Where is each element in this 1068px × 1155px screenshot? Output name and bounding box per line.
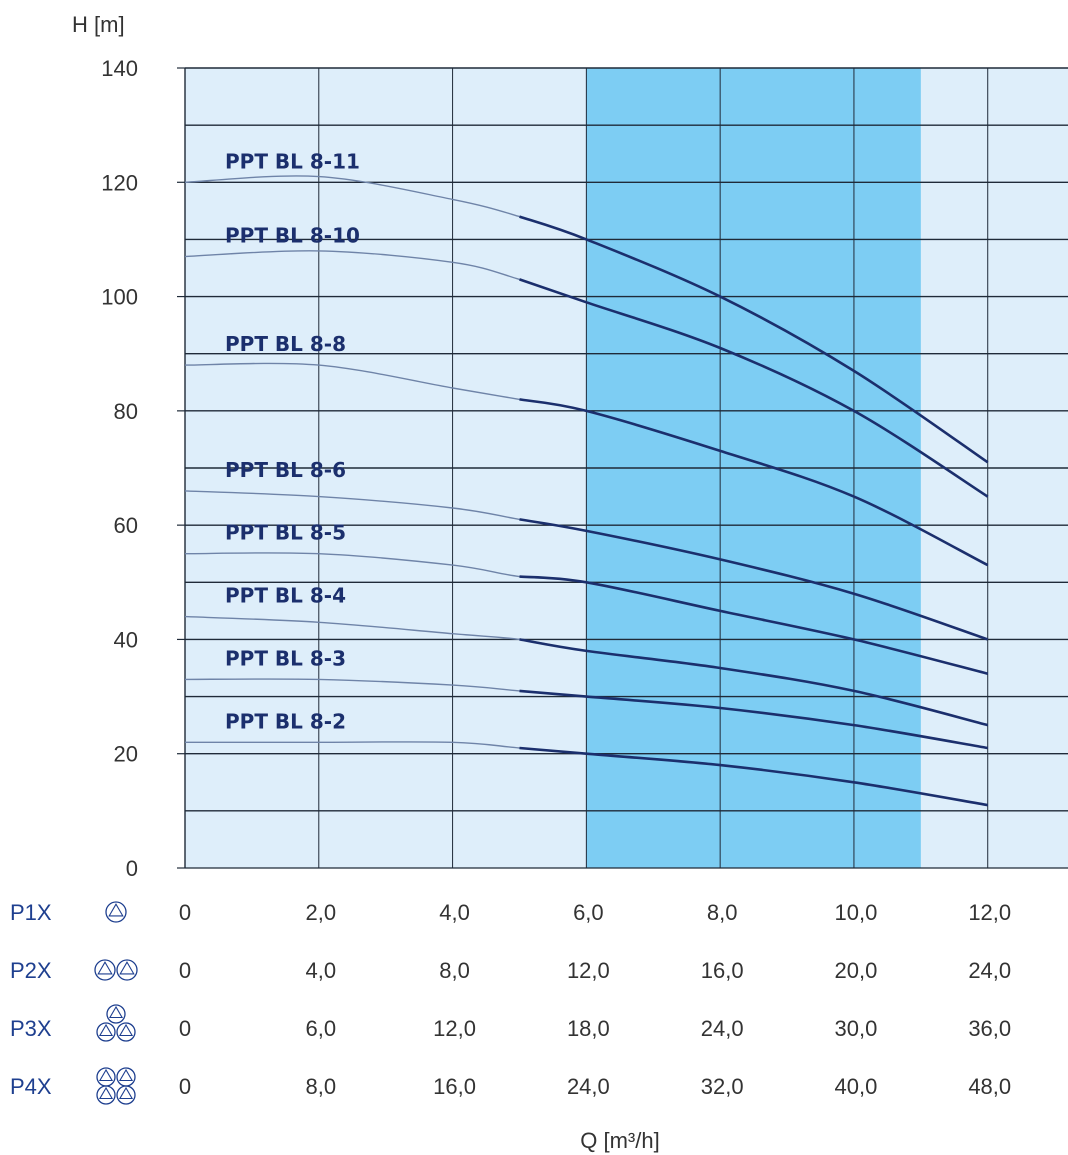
x-tick-label: 48,0 [968, 1074, 1011, 1099]
x-tick-label: 12,0 [433, 1016, 476, 1041]
x-tick-label: 24,0 [701, 1016, 744, 1041]
x-tick-label: 10,0 [835, 900, 878, 925]
x-tick-label: 32,0 [701, 1074, 744, 1099]
x-tick-label: 12,0 [567, 958, 610, 983]
y-tick-label: 40 [114, 627, 138, 652]
curve-label: PPT BL 8-10 [225, 224, 360, 248]
single-pump-icon [105, 901, 127, 923]
y-tick-label: 80 [114, 399, 138, 424]
x-tick-label: 16,0 [701, 958, 744, 983]
x-tick-label: 12,0 [968, 900, 1011, 925]
x-tick-label: 40,0 [835, 1074, 878, 1099]
x-tick-label: 4,0 [305, 958, 336, 983]
x-axis-label: Q [m³/h] [580, 1128, 659, 1153]
y-axis: 0 20 40 60 80 100 120 140 [101, 56, 185, 881]
pump-circle-icon [116, 1085, 136, 1105]
double-pump-icon [94, 959, 138, 981]
curve-label: PPT BL 8-3 [225, 646, 346, 670]
x-row-p4x: P4X 0 8,0 16,0 24,0 32,0 40,0 48,0 [10, 1067, 1011, 1105]
x-tick-label: 8,0 [305, 1074, 336, 1099]
x-tick-label: 2,0 [305, 900, 336, 925]
x-tick-label: 24,0 [567, 1074, 610, 1099]
row-label: P4X [10, 1074, 52, 1099]
curves [184, 175, 989, 807]
x-tick-label: 16,0 [433, 1074, 476, 1099]
pump-circle-icon [105, 901, 127, 923]
quad-pump-icon [96, 1067, 136, 1105]
x-tick-label: 6,0 [573, 900, 604, 925]
curve-label: PPT BL 8-4 [225, 584, 346, 608]
x-tick-label: 0 [179, 958, 191, 983]
pump-circle-icon [116, 959, 138, 981]
pump-circle-icon [116, 1067, 136, 1087]
curve-line-recommended [519, 215, 989, 464]
x-axis-rows: P1X 0 2,0 4,0 6,0 8,0 10,0 12,0 P2X 0 4,0 8,0 12,0 16… [10, 900, 1011, 1105]
pump-circle-icon [116, 1022, 136, 1042]
triple-pump-icon [96, 1004, 136, 1042]
curve-line-recommended [519, 638, 989, 727]
y-axis-label: H [m] [72, 12, 125, 37]
x-tick-label: 0 [179, 1016, 191, 1041]
curve-line-recommended [519, 746, 988, 807]
row-label: P1X [10, 900, 52, 925]
x-tick-label: 18,0 [567, 1016, 610, 1041]
curve-line-recommended [519, 398, 989, 567]
pump-circle-icon [96, 1022, 116, 1042]
curve-line-recommended [519, 689, 988, 750]
x-tick-label: 4,0 [439, 900, 470, 925]
x-row-p2x: P2X 0 4,0 8,0 12,0 16,0 20,0 24,0 [10, 958, 1011, 983]
x-tick-label: 8,0 [707, 900, 738, 925]
x-tick-label: 24,0 [968, 958, 1011, 983]
curve-line-recommended [519, 575, 989, 675]
grid [184, 67, 1068, 869]
row-label: P2X [10, 958, 52, 983]
x-tick-label: 36,0 [968, 1016, 1011, 1041]
y-tick-label: 140 [101, 56, 138, 81]
x-row-p1x: P1X 0 2,0 4,0 6,0 8,0 10,0 12,0 [10, 900, 1011, 925]
x-tick-label: 0 [179, 900, 191, 925]
row-label: P3X [10, 1016, 52, 1041]
pump-circle-icon [94, 959, 116, 981]
y-tick-label: 120 [101, 170, 138, 195]
x-row-p3x: P3X 0 6,0 12,0 18,0 24,0 30,0 36,0 [10, 1004, 1011, 1042]
curve-label: PPT BL 8-6 [225, 458, 346, 482]
curve-label: PPT BL 8-11 [225, 149, 360, 173]
curve-line-recommended [519, 518, 989, 641]
y-tick-label: 100 [101, 285, 138, 310]
x-tick-label: 30,0 [835, 1016, 878, 1041]
x-tick-label: 8,0 [439, 958, 470, 983]
x-tick-label: 20,0 [835, 958, 878, 983]
pump-circle-icon [96, 1085, 116, 1105]
y-tick-label: 60 [114, 513, 138, 538]
curve-label: PPT BL 8-5 [225, 521, 346, 545]
curve-label: PPT BL 8-8 [225, 332, 346, 356]
y-tick-label: 20 [114, 742, 138, 767]
x-tick-label: 6,0 [305, 1016, 336, 1041]
curve-labels: PPT BL 8-11 PPT BL 8-10 PPT BL 8-8 PPT BL 8… [225, 149, 360, 733]
x-tick-label: 0 [179, 1074, 191, 1099]
curve-line-recommended [519, 278, 989, 498]
y-tick-label: 0 [126, 856, 138, 881]
pump-circle-icon [96, 1067, 116, 1087]
pump-circle-icon [106, 1004, 126, 1024]
curve-label: PPT BL 8-2 [225, 709, 346, 733]
